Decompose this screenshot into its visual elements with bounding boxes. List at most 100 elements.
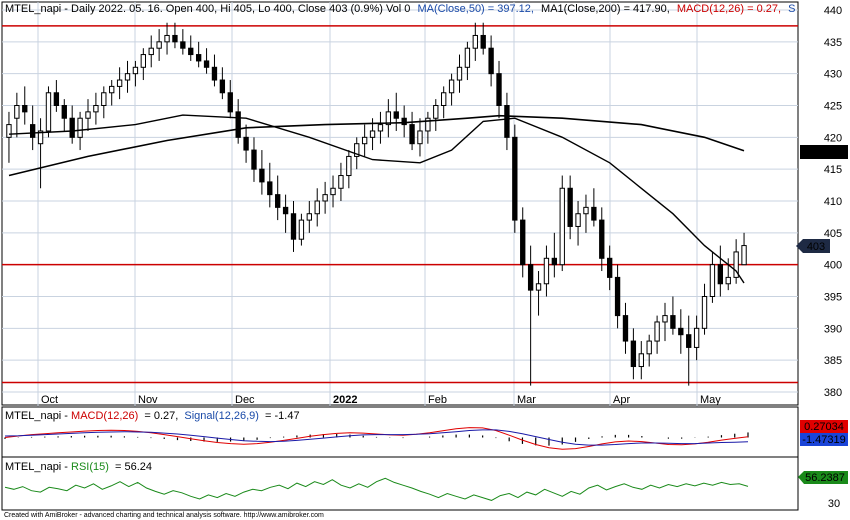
rsi-series-line	[4, 477, 749, 501]
candle-body	[275, 194, 281, 208]
y-tick-label: 420	[824, 132, 842, 144]
macd-header-label: MACD(12,26)	[71, 410, 138, 422]
candle-body	[180, 41, 186, 49]
x-tick-label: Apr	[613, 394, 630, 406]
candle-body	[520, 219, 526, 266]
ma200-value-text: 417.905	[804, 147, 844, 159]
candle-body	[69, 117, 75, 138]
candle-body	[140, 54, 146, 68]
candle-body	[504, 105, 510, 138]
x-tick-label: Nov	[138, 394, 158, 406]
y-tick-label: 390	[824, 323, 842, 335]
y-tick-label: 380	[824, 387, 842, 399]
candle-body	[346, 155, 352, 177]
close-value-label: 403	[796, 239, 830, 253]
candle-body	[551, 257, 558, 266]
candle-body	[314, 200, 320, 215]
candle-body	[298, 219, 305, 240]
macd-lines	[4, 427, 749, 450]
macd-value-label: 0.27034	[800, 420, 848, 433]
candle-body	[61, 105, 67, 119]
signal-value-text: -1.47319	[802, 434, 845, 446]
candle-body	[195, 54, 202, 62]
y-tick-label: 400	[824, 260, 842, 272]
candle-body	[45, 92, 52, 132]
macd-header: MTEL_napi - MACD(12,26) = 0.27, Signal(1…	[5, 410, 300, 422]
candle-body	[717, 264, 724, 285]
x-tick-label: 2022	[333, 394, 357, 406]
candle-body	[527, 264, 534, 291]
candle-body	[456, 66, 463, 81]
candle-body	[535, 283, 542, 291]
candle-body	[132, 66, 139, 75]
candle-body	[693, 327, 700, 348]
x-tick-label: Dec	[235, 394, 255, 406]
candle-body	[101, 92, 107, 107]
candle-body	[53, 92, 60, 107]
ma50-line	[8, 114, 745, 284]
candle-body	[354, 143, 360, 157]
price-header: MTEL_napi - Daily 2022. 05. 16. Open 400…	[5, 3, 795, 15]
y-tick-label: 440	[824, 5, 842, 17]
candle-body	[583, 206, 589, 215]
candle-body	[654, 321, 660, 342]
candle-body	[93, 105, 99, 113]
candle-body	[725, 276, 731, 285]
candle-body	[211, 66, 218, 81]
candle-body	[393, 111, 399, 119]
candle-body	[686, 334, 692, 348]
close-value-text: 403	[807, 241, 825, 253]
candle-body	[37, 130, 44, 145]
candle-body	[409, 124, 415, 145]
candle-body	[599, 219, 605, 259]
candle-body	[425, 117, 431, 132]
price-y-axis: 440 435 430 425 420 415 410 405 400 395 390 385 380	[824, 5, 842, 399]
candle-body	[496, 73, 502, 106]
y-tick-label: 435	[824, 37, 842, 49]
candle-body	[77, 117, 83, 138]
candle-body	[559, 187, 565, 266]
candle-body	[377, 124, 384, 132]
y-tick-label: 385	[824, 355, 842, 367]
candle-body	[282, 206, 289, 215]
time-x-axis: Oct Nov Dec 2022 Feb Mar Apr May	[41, 394, 721, 406]
candle-body	[480, 34, 486, 49]
x-tick-label: Feb	[428, 394, 447, 406]
candle-body	[227, 92, 233, 113]
candle-body	[488, 47, 494, 75]
signal-header-label: Signal(12,26,9)	[184, 410, 259, 422]
candle-body	[259, 168, 265, 183]
candle-body	[306, 213, 312, 221]
y-tick-label: 405	[824, 228, 842, 240]
macd-panel: MTEL_napi - MACD(12,26) = 0.27, Signal(1…	[1, 406, 848, 458]
candle-body	[85, 111, 91, 119]
rsi-header-value: = 56.24	[115, 461, 152, 473]
candle-body	[575, 213, 581, 227]
candle-body	[543, 257, 550, 285]
y-tick-label: 410	[824, 196, 842, 208]
header-macd: MACD(12,26) = 0.27,	[677, 3, 781, 15]
candle-body	[701, 296, 708, 329]
candle-body	[646, 340, 652, 355]
candle-body	[164, 34, 170, 43]
candle-body	[567, 187, 573, 227]
candle-body	[148, 47, 154, 56]
x-tick-label: Oct	[41, 394, 58, 406]
header-tail: S	[788, 3, 795, 15]
price-panel: 440435430425420415410405400395390385380 …	[1, 1, 848, 510]
candle-body	[733, 251, 739, 278]
candle-body	[591, 206, 597, 221]
candle-body	[614, 276, 621, 317]
moving-average-lines	[8, 114, 745, 284]
y-tick-label: 430	[824, 69, 842, 81]
candle-body	[607, 257, 613, 278]
y-tick-label: 395	[824, 292, 842, 304]
x-tick-label: May	[700, 394, 721, 406]
macd-header-prefix: MTEL_napi -	[5, 410, 71, 422]
candle-body	[251, 149, 257, 170]
rsi-header-prefix: MTEL_napi -	[5, 461, 71, 473]
candle-body	[29, 124, 36, 138]
candle-body	[670, 315, 676, 329]
candle-body	[124, 73, 131, 81]
candle-body	[203, 60, 210, 68]
